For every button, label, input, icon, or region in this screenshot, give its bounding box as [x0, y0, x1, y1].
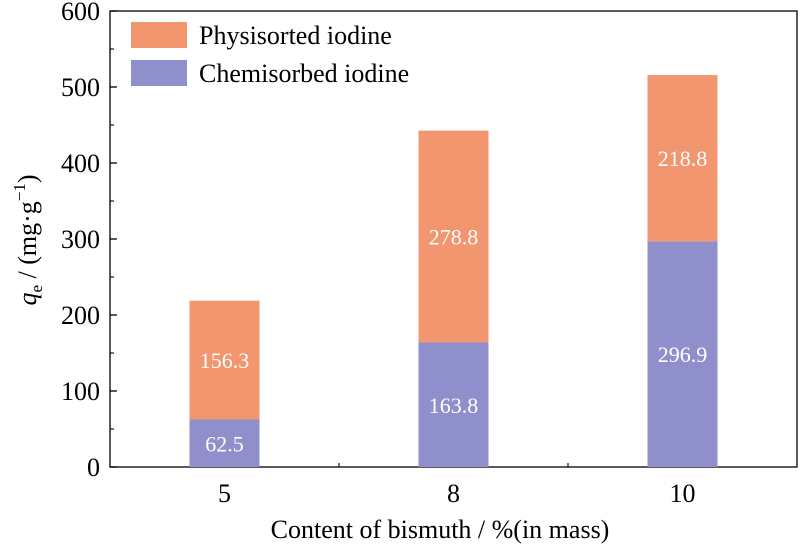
x-axis-title: Content of bismuth / %(in mass) [271, 515, 610, 544]
y-tick-label: 500 [61, 73, 100, 102]
legend-label: Physisorted iodine [199, 21, 392, 50]
x-tick-label: 8 [447, 479, 460, 508]
bar-segment-physisorted [189, 300, 260, 420]
bar-segment-physisorted [647, 75, 718, 242]
bar-value-label: 62.5 [205, 431, 244, 456]
bar-segment-chemisorbed [418, 342, 489, 467]
bar-value-label: 163.8 [429, 393, 479, 418]
bar-segment-physisorted [418, 130, 489, 343]
bar-value-label: 218.8 [658, 146, 708, 171]
y-tick-label: 200 [61, 301, 100, 330]
legend-label: Chemisorbed iodine [199, 59, 409, 88]
y-axis-title-close: ) [13, 174, 42, 183]
x-axis: 5 8 10 [218, 460, 696, 508]
bar-value-label: 278.8 [429, 225, 479, 250]
bar-value-labels: 62.5 163.8 296.9 156.3 278.8 218.8 [200, 146, 708, 456]
bars [189, 75, 718, 467]
x-tick-label: 5 [218, 479, 231, 508]
y-tick-label: 0 [87, 453, 100, 482]
y-axis: 0 100 200 300 400 500 600 [61, 0, 117, 482]
bar-segment-chemisorbed [647, 241, 718, 467]
y-axis-title-q: q [13, 293, 42, 306]
y-tick-label: 300 [61, 225, 100, 254]
bar-value-label: 156.3 [200, 348, 250, 373]
legend-swatch [131, 22, 187, 48]
legend-swatch [131, 60, 187, 86]
bar-value-label: 296.9 [658, 342, 708, 367]
y-axis-title-subscript: e [27, 285, 46, 293]
legend: Physisorted iodine Chemisorbed iodine [131, 21, 409, 88]
y-tick-label: 600 [61, 0, 100, 26]
y-axis-title-unit: / (mg·g [13, 201, 42, 285]
y-axis-title-superscript: −1 [10, 183, 29, 201]
bar-segment-chemisorbed [189, 419, 260, 467]
x-tick-label: 10 [670, 479, 696, 508]
y-axis-title: qe / (mg·g−1) [10, 174, 46, 305]
y-tick-label: 400 [61, 149, 100, 178]
y-tick-label: 100 [61, 377, 100, 406]
